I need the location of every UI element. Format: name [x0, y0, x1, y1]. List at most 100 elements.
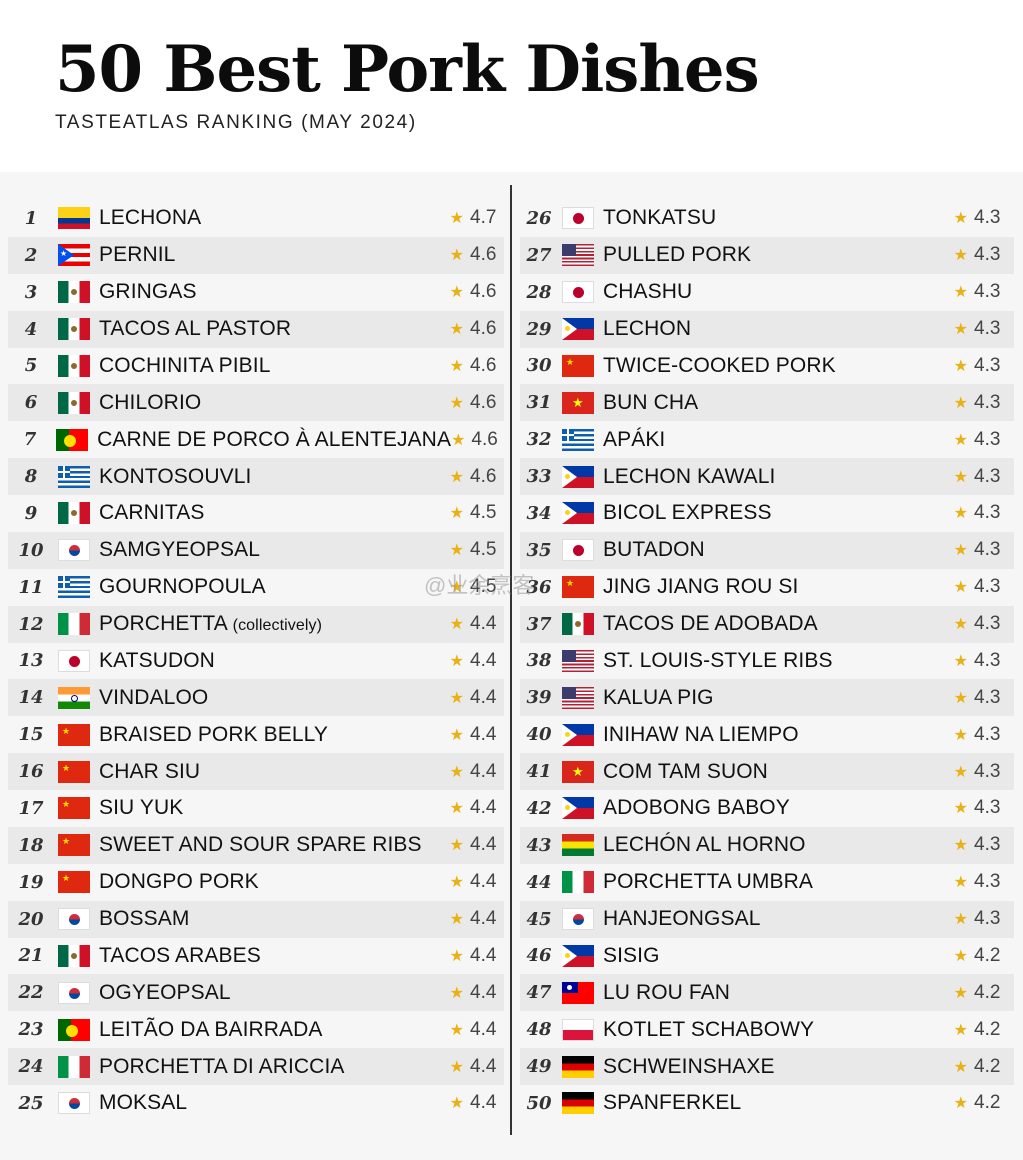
rank-number: 3: [24, 281, 38, 303]
rating-score: 4.4: [470, 871, 497, 893]
dish-name: CHAR SIU: [99, 760, 450, 784]
china-flag-icon: ★: [562, 576, 594, 599]
south-korea-flag-icon: [58, 1092, 90, 1115]
star-icon: ★: [449, 210, 464, 228]
ranking-row: 38 ST. LOUIS-STYLE RIBS ★ 4.3: [520, 642, 1014, 680]
ranking-row: 24 PORCHETTA DI ARICCIA ★ 4.4: [8, 1048, 504, 1085]
rank-number: 13: [18, 650, 44, 672]
rating-score: 4.2: [974, 944, 1001, 966]
ranking-row: 47 LU ROU FAN ★ 4.2: [520, 974, 1014, 1012]
rating-score: 4.3: [974, 539, 1001, 561]
rank-number: 42: [526, 797, 552, 819]
dish-name-text: KALUA PIG: [603, 685, 714, 709]
dish-name: LECHON KAWALI: [603, 465, 954, 489]
rating-score: 4.4: [470, 723, 497, 745]
ranking-row: 37 TACOS DE ADOBADA ★ 4.3: [520, 605, 1014, 643]
dish-name-text: CHASHU: [603, 280, 693, 304]
ranking-row: 27 PULLED PORK ★ 4.3: [520, 236, 1014, 274]
philippines-flag-icon: [562, 944, 594, 967]
star-icon: ★: [953, 357, 968, 375]
rank-number: 25: [18, 1092, 44, 1114]
dish-name-text: LEITÃO DA BAIRRADA: [99, 1017, 323, 1041]
dish-name-text: BOSSAM: [99, 907, 190, 931]
star-icon: ★: [449, 468, 464, 486]
south-korea-flag-icon: [58, 908, 90, 931]
rating-score: 4.4: [470, 981, 497, 1003]
ranking-row: 28 CHASHU ★ 4.3: [520, 273, 1014, 311]
ranking-row: 35 BUTADON ★ 4.3: [520, 531, 1014, 569]
dish-name-text: MOKSAL: [99, 1091, 188, 1115]
ranking-row: 46 SISIG ★ 4.2: [520, 937, 1014, 975]
star-icon: ★: [449, 357, 464, 375]
ranking-row: 40 INIHAW NA LIEMPO ★ 4.3: [520, 716, 1014, 754]
dish-name: PULLED PORK: [603, 243, 954, 267]
ranking-row: 3 GRINGAS ★ 4.6: [8, 273, 504, 311]
dish-name-text: KATSUDON: [99, 648, 215, 672]
rating-score: 4.3: [974, 613, 1001, 635]
rating-score: 4.3: [974, 649, 1001, 671]
star-icon: ★: [449, 394, 464, 412]
usa-flag-icon: [562, 686, 594, 709]
rank-number: 11: [18, 576, 44, 598]
rank-number: 12: [18, 613, 44, 635]
star-icon: ★: [449, 689, 464, 707]
dish-name-text: TWICE-COOKED PORK: [603, 353, 836, 377]
china-flag-icon: ★: [58, 723, 90, 746]
dish-name: PORCHETTA (collectively): [99, 612, 450, 636]
dish-name-text: JING JIANG ROU SI: [603, 575, 799, 599]
rating-score: 4.4: [470, 760, 497, 782]
rank-number: 29: [526, 318, 552, 340]
dish-name: TACOS DE ADOBADA: [603, 612, 954, 636]
ranking-row: 1 LECHONA ★ 4.7: [8, 200, 504, 237]
dish-name: PERNIL: [99, 243, 450, 267]
mexico-flag-icon: [58, 944, 90, 967]
dish-name-text: INIHAW NA LIEMPO: [603, 722, 799, 746]
dish-name-text: PORCHETTA DI ARICCIA: [99, 1054, 345, 1078]
ranking-row: 6 CHILORIO ★ 4.6: [8, 384, 504, 422]
dish-name-text: LECHONA: [99, 206, 202, 230]
rank-number: 49: [526, 1056, 552, 1078]
dish-name-text: ST. LOUIS-STYLE RIBS: [603, 648, 833, 672]
rating-score: 4.4: [470, 1092, 497, 1114]
dish-name: ADOBONG BABOY: [603, 796, 954, 820]
star-icon: ★: [449, 284, 464, 302]
ranking-row: 34 BICOL EXPRESS ★ 4.3: [520, 495, 1014, 532]
dish-name: VINDALOO: [99, 686, 450, 710]
star-icon: ★: [953, 210, 968, 228]
ranking-row: 19 ★ DONGPO PORK ★ 4.4: [8, 863, 504, 901]
dish-name: CARNITAS: [99, 501, 450, 525]
rating-score: 4.2: [974, 981, 1001, 1003]
dish-name: BUN CHA: [603, 391, 954, 415]
dish-name: MOKSAL: [99, 1091, 450, 1115]
ranking-row: 18 ★ SWEET AND SOUR SPARE RIBS ★ 4.4: [8, 826, 504, 864]
dish-name-text: SWEET AND SOUR SPARE RIBS: [99, 833, 422, 857]
china-flag-icon: ★: [562, 354, 594, 377]
rank-number: 43: [526, 834, 552, 856]
star-icon: ★: [449, 947, 464, 965]
rating-score: 4.3: [974, 686, 1001, 708]
dish-name-text: TONKATSU: [603, 206, 717, 230]
star-icon: ★: [953, 468, 968, 486]
dish-name-text: PORCHETTA UMBRA: [603, 870, 813, 894]
japan-flag-icon: [562, 281, 594, 304]
philippines-flag-icon: [562, 465, 594, 488]
ranking-column-right: 26 TONKATSU ★ 4.3 27 PULLED PORK ★ 4.3 28 CHASHU ★…: [520, 200, 1014, 1122]
dish-name-text: BUTADON: [603, 538, 705, 562]
star-icon: ★: [449, 579, 464, 597]
dish-name-text: BUN CHA: [603, 390, 699, 414]
dish-name: SISIG: [603, 944, 954, 968]
rating-score: 4.4: [470, 944, 497, 966]
star-icon: ★: [953, 247, 968, 265]
ranking-row: 48 KOTLET SCHABOWY ★ 4.2: [520, 1011, 1014, 1049]
rating-score: 4.3: [974, 908, 1001, 930]
vietnam-flag-icon: ★: [562, 760, 594, 783]
star-icon: ★: [449, 542, 464, 560]
dish-name-text: PULLED PORK: [603, 243, 752, 267]
mexico-flag-icon: [58, 502, 90, 525]
philippines-flag-icon: [562, 502, 594, 525]
ranking-row: 23 LEITÃO DA BAIRRADA ★ 4.4: [8, 1011, 504, 1049]
rank-number: 40: [526, 724, 552, 746]
star-icon: ★: [449, 616, 464, 634]
dish-name: KOTLET SCHABOWY: [603, 1018, 954, 1042]
dish-name-text: VINDALOO: [99, 685, 209, 709]
